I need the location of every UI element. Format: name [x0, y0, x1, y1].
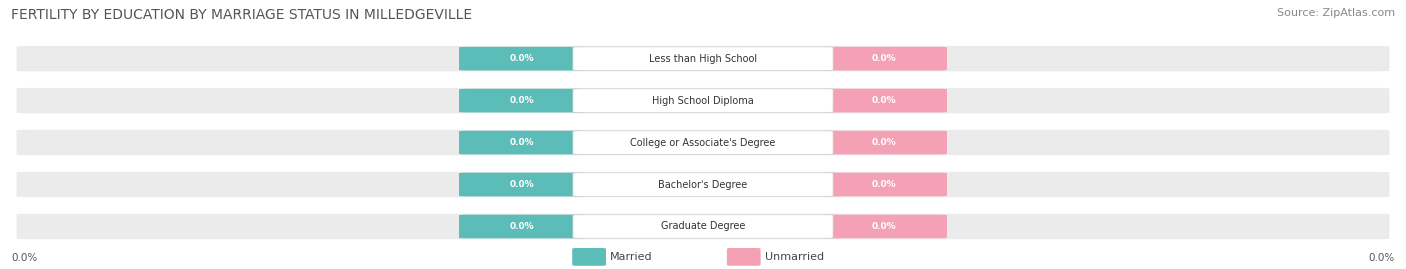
Text: 0.0%: 0.0%	[1368, 253, 1395, 263]
FancyBboxPatch shape	[574, 89, 832, 112]
Text: Bachelor's Degree: Bachelor's Degree	[658, 179, 748, 190]
Text: Unmarried: Unmarried	[765, 252, 824, 262]
Text: 0.0%: 0.0%	[872, 54, 897, 63]
Text: 0.0%: 0.0%	[872, 138, 897, 147]
Text: 0.0%: 0.0%	[509, 138, 534, 147]
FancyBboxPatch shape	[821, 215, 948, 238]
Text: Graduate Degree: Graduate Degree	[661, 221, 745, 232]
FancyBboxPatch shape	[821, 89, 948, 112]
Text: 0.0%: 0.0%	[509, 96, 534, 105]
Text: FERTILITY BY EDUCATION BY MARRIAGE STATUS IN MILLEDGEVILLE: FERTILITY BY EDUCATION BY MARRIAGE STATU…	[11, 8, 472, 22]
FancyBboxPatch shape	[15, 87, 1391, 114]
FancyBboxPatch shape	[821, 131, 948, 154]
Text: 0.0%: 0.0%	[509, 54, 534, 63]
Text: 0.0%: 0.0%	[509, 222, 534, 231]
Text: Source: ZipAtlas.com: Source: ZipAtlas.com	[1277, 8, 1395, 18]
FancyBboxPatch shape	[458, 131, 585, 154]
FancyBboxPatch shape	[574, 131, 832, 154]
Text: Married: Married	[610, 252, 652, 262]
FancyBboxPatch shape	[458, 173, 585, 196]
FancyBboxPatch shape	[821, 47, 948, 70]
FancyBboxPatch shape	[458, 47, 585, 70]
FancyBboxPatch shape	[458, 215, 585, 238]
FancyBboxPatch shape	[15, 213, 1391, 240]
FancyBboxPatch shape	[574, 173, 832, 196]
Text: Less than High School: Less than High School	[650, 54, 756, 64]
Text: 0.0%: 0.0%	[872, 222, 897, 231]
FancyBboxPatch shape	[15, 45, 1391, 72]
FancyBboxPatch shape	[15, 129, 1391, 156]
FancyBboxPatch shape	[821, 173, 948, 196]
Text: 0.0%: 0.0%	[509, 180, 534, 189]
Text: 0.0%: 0.0%	[872, 96, 897, 105]
Text: 0.0%: 0.0%	[872, 180, 897, 189]
FancyBboxPatch shape	[15, 171, 1391, 198]
FancyBboxPatch shape	[458, 89, 585, 112]
Text: 0.0%: 0.0%	[11, 253, 38, 263]
FancyBboxPatch shape	[574, 47, 832, 70]
FancyBboxPatch shape	[574, 215, 832, 238]
Text: High School Diploma: High School Diploma	[652, 95, 754, 106]
Text: College or Associate's Degree: College or Associate's Degree	[630, 137, 776, 148]
